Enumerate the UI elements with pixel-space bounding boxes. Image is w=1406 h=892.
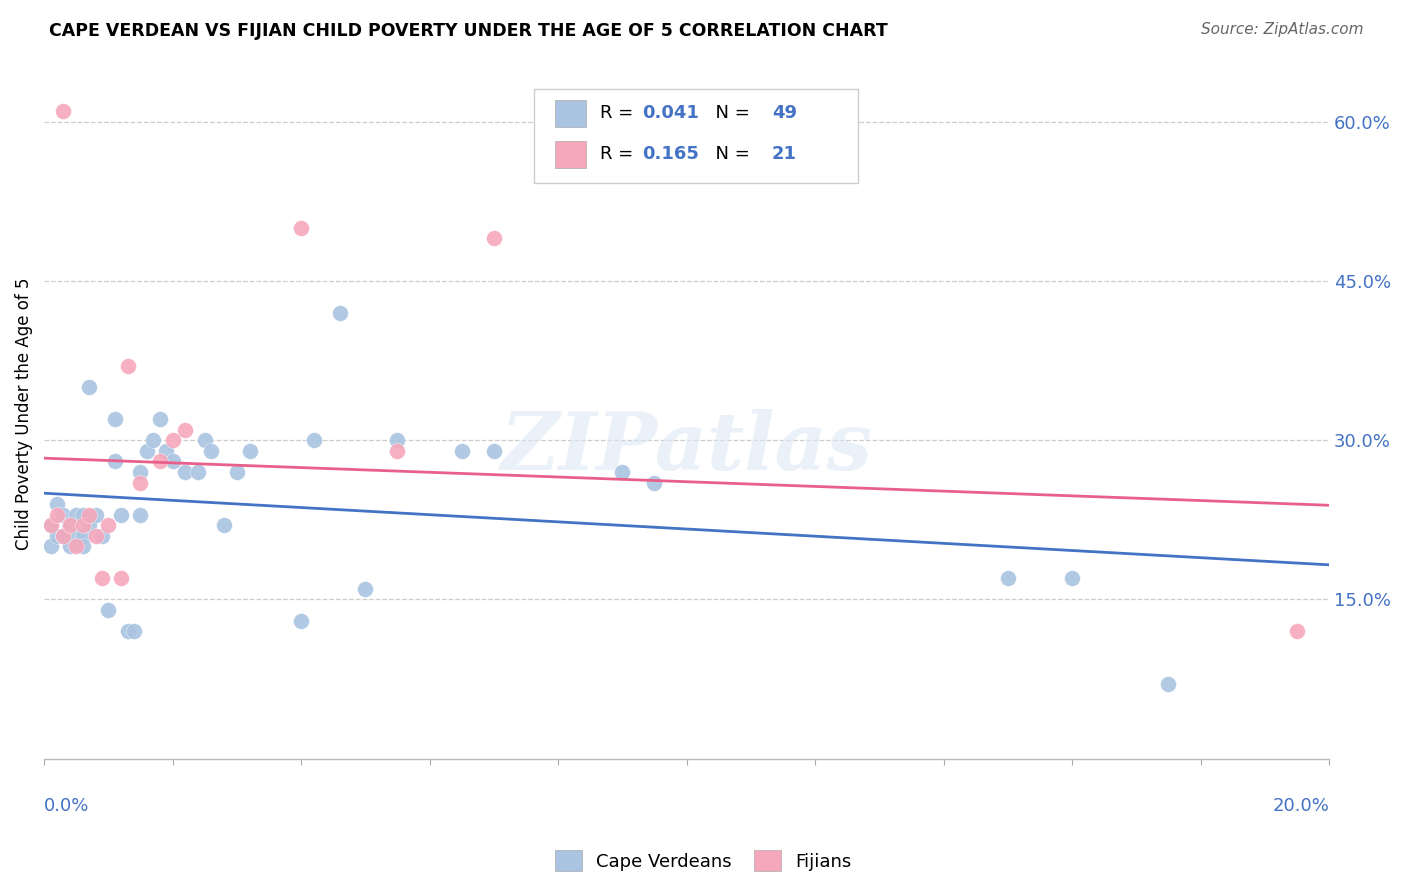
Text: 20.0%: 20.0% (1272, 797, 1329, 814)
Point (194, 433, 217, 447)
Point (52, 508, 75, 522)
Point (612, 465, 634, 479)
Point (52, 529, 75, 543)
Point (174, 465, 197, 479)
Text: CAPE VERDEAN VS FIJIAN CHILD POVERTY UNDER THE AGE OF 5 CORRELATION CHART: CAPE VERDEAN VS FIJIAN CHILD POVERTY UND… (49, 22, 889, 40)
Point (162, 454, 184, 468)
Point (149, 454, 172, 468)
Point (290, 614, 312, 628)
Point (482, 231, 505, 245)
Point (65, 529, 87, 543)
Point (117, 624, 139, 639)
Point (52, 103, 75, 118)
Point (104, 454, 127, 468)
Point (354, 582, 377, 596)
Point (46, 508, 69, 522)
Point (997, 571, 1019, 585)
Point (117, 359, 139, 373)
Text: 0.041: 0.041 (643, 104, 699, 122)
Point (302, 433, 325, 447)
Point (65, 540, 87, 554)
Point (129, 465, 152, 479)
Point (329, 306, 352, 320)
Text: 49: 49 (772, 104, 797, 122)
Point (59, 540, 82, 554)
Point (450, 443, 472, 458)
Point (46, 497, 69, 511)
Point (110, 571, 132, 585)
Point (149, 412, 172, 426)
Point (65, 508, 87, 522)
Point (142, 433, 165, 447)
Point (77, 518, 100, 533)
Point (225, 465, 247, 479)
Point (1285, 624, 1308, 639)
Point (77, 380, 100, 394)
Point (643, 475, 665, 490)
Point (162, 433, 184, 447)
Point (174, 423, 197, 437)
Point (90, 529, 112, 543)
Point (97, 603, 120, 617)
Point (90, 571, 112, 585)
Point (72, 508, 94, 522)
Point (59, 518, 82, 533)
Point (482, 443, 505, 458)
Point (77, 508, 100, 522)
Point (104, 412, 127, 426)
Text: N =: N = (704, 104, 756, 122)
Point (39, 540, 62, 554)
Y-axis label: Child Poverty Under the Age of 5: Child Poverty Under the Age of 5 (15, 277, 32, 549)
Point (290, 220, 312, 235)
Point (110, 508, 132, 522)
Point (122, 624, 145, 639)
Text: N =: N = (704, 145, 756, 163)
Point (72, 518, 94, 533)
Text: R =: R = (600, 104, 640, 122)
Point (129, 508, 152, 522)
Point (39, 518, 62, 533)
Point (46, 529, 69, 543)
Point (39, 518, 62, 533)
Point (72, 529, 94, 543)
Text: 0.165: 0.165 (643, 145, 699, 163)
Text: Source: ZipAtlas.com: Source: ZipAtlas.com (1201, 22, 1364, 37)
Legend: Cape Verdeans, Fijians: Cape Verdeans, Fijians (547, 843, 859, 879)
Point (52, 529, 75, 543)
Point (155, 443, 177, 458)
Point (84, 508, 107, 522)
Text: R =: R = (600, 145, 640, 163)
Point (200, 443, 222, 458)
Point (239, 443, 262, 458)
Text: 21: 21 (772, 145, 797, 163)
Point (59, 518, 82, 533)
Point (1060, 571, 1083, 585)
Point (97, 518, 120, 533)
Point (1157, 677, 1180, 691)
Point (212, 518, 235, 533)
Point (72, 540, 94, 554)
Text: 0.0%: 0.0% (44, 797, 90, 814)
Point (187, 465, 209, 479)
Point (135, 443, 157, 458)
Point (84, 529, 107, 543)
Point (387, 433, 409, 447)
Point (129, 475, 152, 490)
Point (387, 443, 409, 458)
Text: ZIPatlas: ZIPatlas (501, 409, 873, 487)
